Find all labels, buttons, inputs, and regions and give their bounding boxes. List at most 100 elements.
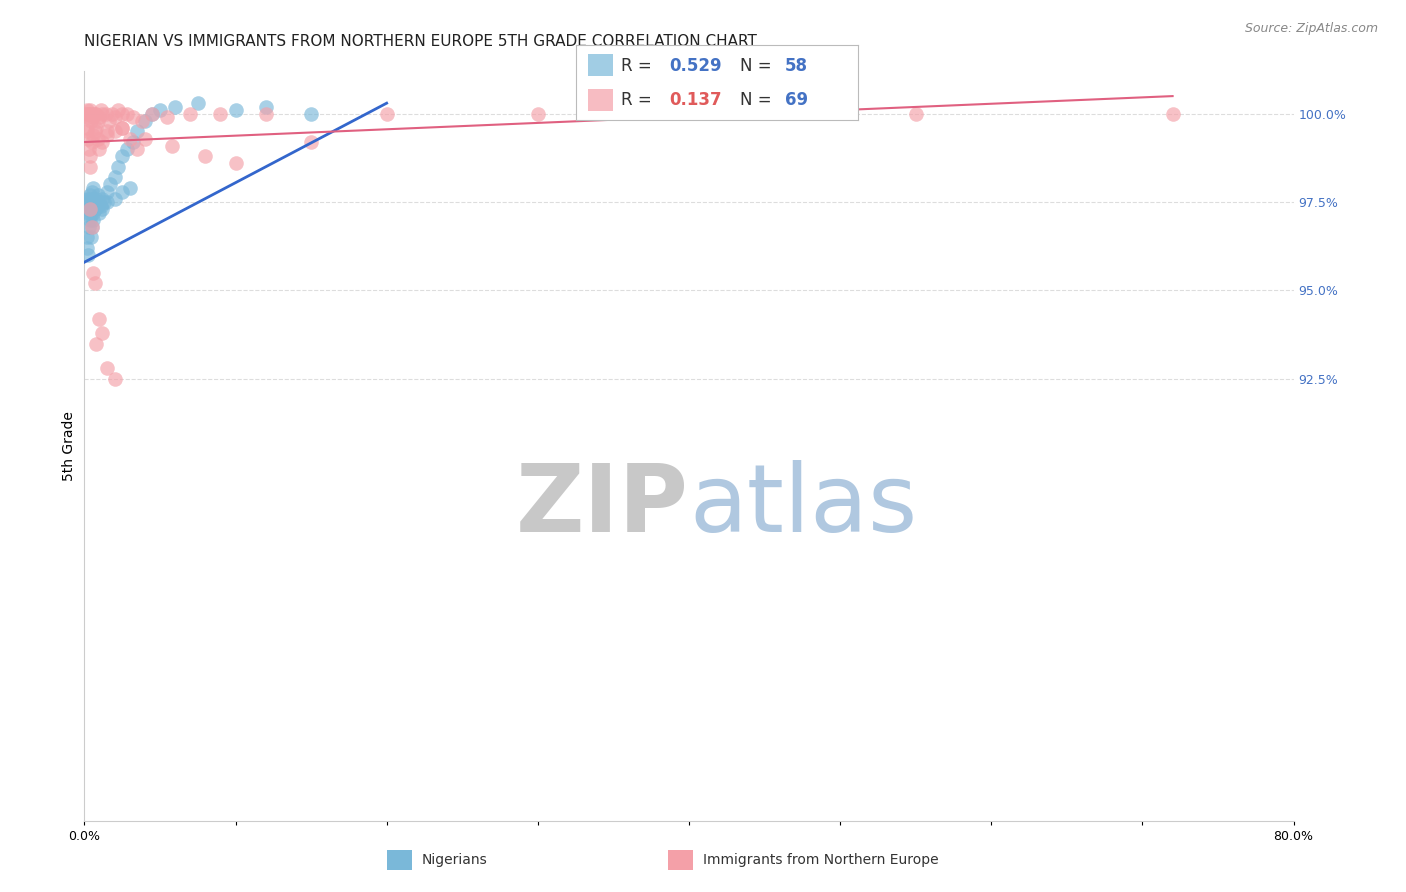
Point bbox=[104, 192, 127, 206]
Point bbox=[86, 192, 108, 206]
Point bbox=[77, 219, 100, 234]
Point bbox=[83, 195, 105, 210]
Point bbox=[94, 107, 117, 121]
Point bbox=[79, 195, 101, 210]
Point bbox=[80, 202, 103, 217]
Point bbox=[96, 185, 118, 199]
Point bbox=[79, 188, 101, 202]
Point bbox=[98, 178, 121, 192]
Point bbox=[84, 202, 107, 217]
Point bbox=[91, 202, 114, 217]
Point bbox=[79, 107, 101, 121]
Point bbox=[89, 142, 111, 156]
Point bbox=[134, 113, 156, 128]
Point bbox=[127, 124, 149, 138]
Text: 69: 69 bbox=[785, 91, 807, 109]
Point bbox=[77, 248, 100, 262]
Point bbox=[86, 195, 108, 210]
Point bbox=[87, 199, 110, 213]
Point bbox=[149, 103, 172, 118]
Text: Nigerians: Nigerians bbox=[422, 853, 488, 867]
Point bbox=[121, 135, 143, 149]
Point bbox=[131, 113, 153, 128]
Title: NIGERIAN VS IMMIGRANTS FROM NORTHERN EUROPE 5TH GRADE CORRELATION CHART: NIGERIAN VS IMMIGRANTS FROM NORTHERN EUR… bbox=[84, 35, 758, 49]
Point bbox=[76, 202, 98, 217]
Point bbox=[82, 205, 104, 219]
Point bbox=[678, 103, 700, 118]
Point bbox=[76, 103, 98, 118]
Point bbox=[118, 131, 141, 145]
Text: atlas: atlas bbox=[689, 460, 917, 552]
Point bbox=[375, 107, 398, 121]
Point bbox=[79, 209, 101, 223]
Point bbox=[80, 135, 103, 149]
Point bbox=[76, 230, 98, 244]
Point bbox=[89, 205, 111, 219]
Point bbox=[254, 107, 277, 121]
Point bbox=[179, 107, 201, 121]
Point bbox=[299, 107, 322, 121]
Point bbox=[76, 120, 98, 135]
Point bbox=[87, 113, 110, 128]
Point bbox=[187, 96, 209, 111]
Point bbox=[91, 135, 114, 149]
Point bbox=[89, 195, 111, 210]
Point bbox=[254, 100, 277, 114]
Point bbox=[82, 212, 104, 227]
Point bbox=[299, 135, 322, 149]
Point bbox=[87, 131, 110, 145]
Bar bbox=[588, 88, 613, 112]
Point bbox=[82, 181, 104, 195]
Point bbox=[79, 160, 101, 174]
Point bbox=[156, 111, 179, 125]
Point bbox=[82, 192, 104, 206]
Point bbox=[121, 111, 143, 125]
Point bbox=[127, 142, 149, 156]
Point bbox=[96, 361, 118, 376]
Point bbox=[107, 160, 129, 174]
Point bbox=[111, 149, 134, 163]
Point bbox=[104, 372, 127, 386]
Point bbox=[79, 202, 101, 217]
Point bbox=[96, 128, 118, 142]
Bar bbox=[588, 54, 613, 77]
Point bbox=[77, 199, 100, 213]
Point bbox=[80, 219, 103, 234]
Point bbox=[225, 156, 247, 170]
Point bbox=[91, 107, 114, 121]
Point bbox=[111, 120, 134, 135]
Point bbox=[76, 107, 98, 121]
Point bbox=[141, 107, 163, 121]
Point bbox=[79, 103, 101, 118]
Point bbox=[80, 107, 103, 121]
Point bbox=[209, 107, 232, 121]
Point bbox=[76, 192, 98, 206]
Point bbox=[118, 181, 141, 195]
Point bbox=[160, 138, 183, 153]
Point bbox=[80, 195, 103, 210]
Point bbox=[77, 142, 100, 156]
Text: N =: N = bbox=[740, 57, 776, 75]
Point bbox=[1161, 107, 1184, 121]
Text: N =: N = bbox=[740, 91, 776, 109]
Text: 0.137: 0.137 bbox=[669, 91, 721, 109]
Point bbox=[96, 195, 118, 210]
Point bbox=[91, 326, 114, 340]
Point bbox=[111, 107, 134, 121]
Point bbox=[79, 199, 101, 213]
Point bbox=[80, 185, 103, 199]
Text: Source: ZipAtlas.com: Source: ZipAtlas.com bbox=[1244, 22, 1378, 36]
Point bbox=[75, 107, 97, 121]
Point bbox=[100, 107, 122, 121]
Point bbox=[76, 124, 98, 138]
Point bbox=[77, 107, 100, 121]
Point bbox=[115, 107, 138, 121]
Point bbox=[904, 107, 927, 121]
Point bbox=[97, 113, 120, 128]
Point bbox=[82, 128, 104, 142]
Point bbox=[80, 113, 103, 128]
Point bbox=[90, 199, 112, 213]
Point bbox=[80, 230, 103, 244]
Text: 58: 58 bbox=[785, 57, 807, 75]
Point bbox=[194, 149, 217, 163]
